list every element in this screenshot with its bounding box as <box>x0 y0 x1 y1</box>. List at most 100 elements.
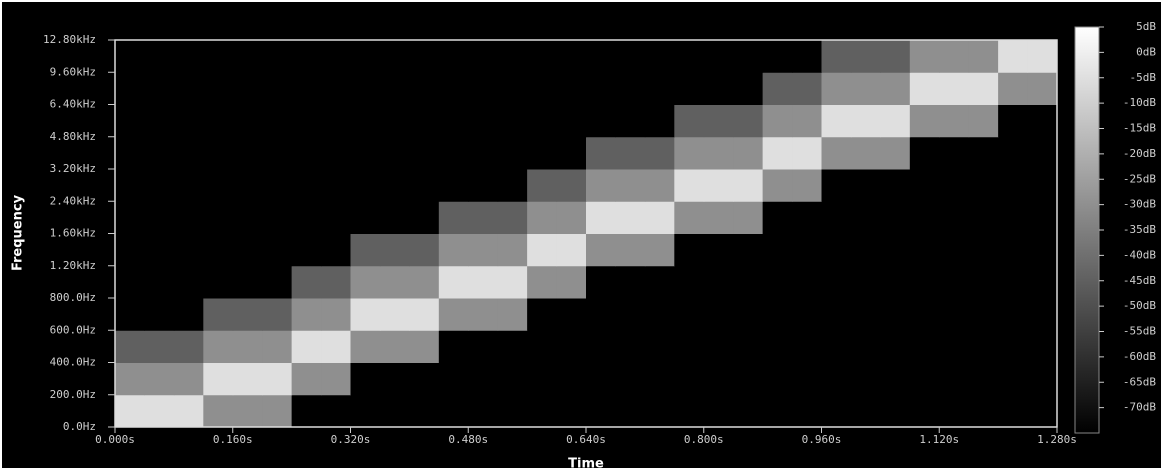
heatmap-cell <box>144 40 174 73</box>
heatmap-cell <box>468 137 498 170</box>
heatmap-cell <box>733 266 763 299</box>
colorbar-tick-label: 5dB <box>1136 20 1156 33</box>
heatmap-cell <box>586 395 616 428</box>
heatmap-cell <box>910 201 940 234</box>
heatmap-cell <box>527 266 557 299</box>
y-tick-label: 200.0Hz <box>50 388 96 401</box>
heatmap-cell <box>380 266 410 299</box>
heatmap-cell <box>851 201 881 234</box>
heatmap-cell <box>645 266 675 299</box>
heatmap-cell <box>1028 105 1058 138</box>
heatmap-cell <box>351 266 381 299</box>
heatmap-cell <box>763 395 793 428</box>
heatmap-cell <box>262 234 292 267</box>
heatmap-cell <box>262 169 292 202</box>
x-tick-label: 0.960s <box>802 433 842 446</box>
heatmap-cell <box>203 395 233 428</box>
heatmap-cell <box>321 72 351 105</box>
heatmap-cell <box>615 137 645 170</box>
heatmap-cell <box>674 234 704 267</box>
heatmap-cell <box>939 395 969 428</box>
heatmap-cell <box>910 234 940 267</box>
heatmap-cell <box>822 105 852 138</box>
heatmap-cell <box>733 363 763 396</box>
heatmap-cell <box>233 40 263 73</box>
heatmap-cell <box>763 105 793 138</box>
heatmap-cell <box>468 72 498 105</box>
heatmap-cell <box>409 266 439 299</box>
heatmap-cell <box>910 105 940 138</box>
heatmap-cell <box>615 395 645 428</box>
colorbar-tick-label: -5dB <box>1130 71 1157 84</box>
heatmap-cell <box>557 234 587 267</box>
heatmap-cell <box>674 330 704 363</box>
heatmap-cell <box>174 72 204 105</box>
heatmap-cell <box>822 169 852 202</box>
heatmap-cell <box>792 105 822 138</box>
heatmap-cell <box>174 266 204 299</box>
heatmap-cell <box>292 169 322 202</box>
heatmap-cell <box>115 137 145 170</box>
heatmap-cell <box>586 137 616 170</box>
heatmap-cell <box>792 363 822 396</box>
heatmap-cell <box>733 395 763 428</box>
heatmap-cell <box>645 363 675 396</box>
heatmap-cell <box>704 363 734 396</box>
heatmap-cell <box>144 201 174 234</box>
heatmap-cell <box>439 363 469 396</box>
heatmap-cell <box>1028 266 1058 299</box>
heatmap-cell <box>969 137 999 170</box>
heatmap-cell <box>674 105 704 138</box>
colorbar-tick-label: -35dB <box>1123 223 1156 236</box>
heatmap-cell <box>557 298 587 331</box>
heatmap-cell <box>409 234 439 267</box>
heatmap-cell <box>351 330 381 363</box>
heatmap-cell <box>910 40 940 73</box>
heatmap-cell <box>969 201 999 234</box>
heatmap-cell <box>292 201 322 234</box>
heatmap-cell <box>998 234 1028 267</box>
heatmap-cell <box>498 298 528 331</box>
heatmap-cell <box>144 395 174 428</box>
heatmap-cell <box>380 330 410 363</box>
heatmap-cell <box>586 201 616 234</box>
heatmap-cell <box>969 330 999 363</box>
heatmap-cell <box>262 266 292 299</box>
heatmap-cell <box>115 363 145 396</box>
heatmap-cell <box>262 137 292 170</box>
heatmap-cell <box>380 201 410 234</box>
heatmap-cell <box>733 40 763 73</box>
heatmap-cell <box>851 40 881 73</box>
heatmap-cell <box>409 137 439 170</box>
heatmap-cell <box>704 266 734 299</box>
colorbar-tick-label: -60dB <box>1123 350 1156 363</box>
y-tick-label: 0.0Hz <box>63 420 96 433</box>
heatmap-cell <box>969 234 999 267</box>
y-tick-label: 12.80kHz <box>43 33 96 46</box>
heatmap-cell <box>733 234 763 267</box>
heatmap-cell <box>174 395 204 428</box>
heatmap-cell <box>262 330 292 363</box>
heatmap-cell <box>763 40 793 73</box>
heatmap-cell <box>969 105 999 138</box>
heatmap-cell <box>733 137 763 170</box>
colorbar-tick-label: -70dB <box>1123 401 1156 414</box>
heatmap-cell <box>498 72 528 105</box>
heatmap-cell <box>880 234 910 267</box>
heatmap-cell <box>203 234 233 267</box>
heatmap-cell <box>939 266 969 299</box>
heatmap-cell <box>704 169 734 202</box>
heatmap-cell <box>792 395 822 428</box>
heatmap-cell <box>674 169 704 202</box>
heatmap-cell <box>880 169 910 202</box>
heatmap-cell <box>763 298 793 331</box>
heatmap-cell <box>674 266 704 299</box>
heatmap-cell <box>409 169 439 202</box>
heatmap-cell <box>498 234 528 267</box>
heatmap-cell <box>851 330 881 363</box>
heatmap-cell <box>910 169 940 202</box>
x-tick-label: 0.480s <box>448 433 488 446</box>
x-tick-label: 0.640s <box>566 433 606 446</box>
heatmap-cell <box>557 201 587 234</box>
heatmap-cell <box>439 298 469 331</box>
